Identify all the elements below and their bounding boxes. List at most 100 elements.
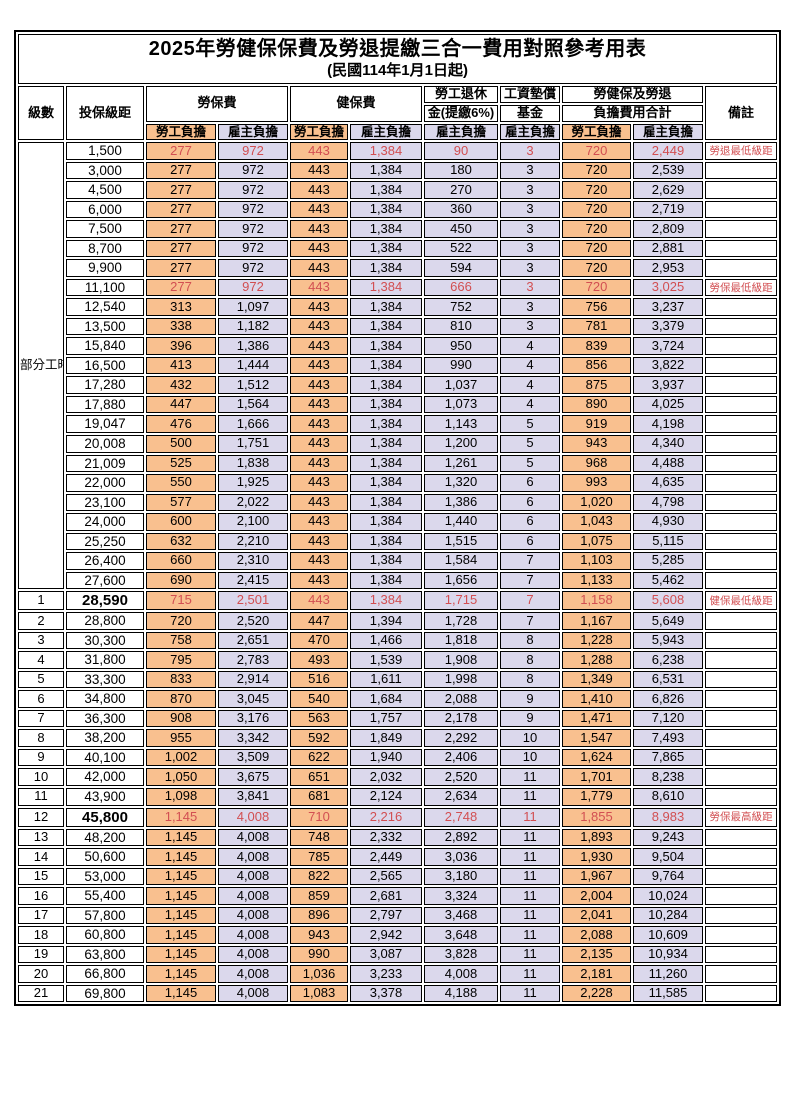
level-cell: 8 xyxy=(18,729,64,747)
table-row: 26,400 660 2,310 443 1,384 1,584 7 1,103 5,285 xyxy=(18,552,778,570)
pension-employer-cell: 1,515 xyxy=(424,532,498,551)
labor-ins-employee-cell: 1,002 xyxy=(146,748,216,767)
bracket-cell: 16,500 xyxy=(66,356,144,375)
pension-employer-cell: 360 xyxy=(424,200,498,219)
labor-ins-employee-cell: 1,145 xyxy=(146,828,216,847)
total-employer-cell: 7,120 xyxy=(633,709,703,728)
labor-ins-employee-cell: 413 xyxy=(146,356,216,375)
labor-ins-employer-cell: 2,520 xyxy=(218,612,288,630)
health-ins-employer-cell: 2,681 xyxy=(350,887,422,905)
pension-employer-cell: 180 xyxy=(424,161,498,180)
labor-ins-employer-cell: 972 xyxy=(218,239,288,258)
pension-employer-cell: 1,908 xyxy=(424,651,498,669)
labor-ins-employee-cell: 720 xyxy=(146,612,216,630)
note-cell xyxy=(705,690,778,708)
health-ins-employer-cell: 1,384 xyxy=(350,434,422,453)
health-ins-employer-cell: 2,124 xyxy=(350,788,422,806)
labor-ins-employee-cell: 833 xyxy=(146,670,216,689)
health-ins-employer-cell: 1,384 xyxy=(350,278,422,297)
table-row: 21,009 525 1,838 443 1,384 1,261 5 968 4,488 xyxy=(18,454,778,473)
labor-ins-employer-cell: 3,342 xyxy=(218,729,288,747)
health-ins-employer-cell: 1,384 xyxy=(350,474,422,492)
total-employer-cell: 11,260 xyxy=(633,965,703,983)
health-ins-employer-cell: 1,384 xyxy=(350,239,422,258)
total-employee-cell: 720 xyxy=(562,239,631,258)
total-employer-cell: 10,284 xyxy=(633,906,703,925)
wage-fund-employer-cell: 3 xyxy=(500,298,560,316)
health-ins-employee-cell: 443 xyxy=(290,552,348,570)
wage-fund-employer-cell: 5 xyxy=(500,415,560,433)
total-employer-cell: 5,608 xyxy=(633,591,703,611)
table-row: 6,000 277 972 443 1,384 360 3 720 2,719 xyxy=(18,200,778,219)
labor-ins-employer-cell: 4,008 xyxy=(218,984,288,1003)
bracket-cell: 50,600 xyxy=(66,848,144,866)
total-employee-cell: 943 xyxy=(562,434,631,453)
total-employee-cell: 919 xyxy=(562,415,631,433)
total-employer-cell: 4,930 xyxy=(633,513,703,531)
page: 2025年勞健保保費及勞退提繳三合一費用對照參考用表 (民國114年1月1日起)… xyxy=(14,30,782,1007)
total-employer-cell: 9,243 xyxy=(633,828,703,847)
total-employer-cell: 5,115 xyxy=(633,532,703,551)
pension-employer-cell: 2,748 xyxy=(424,807,498,827)
labor-ins-employer-cell: 2,783 xyxy=(218,651,288,669)
labor-ins-employee-cell: 500 xyxy=(146,434,216,453)
health-ins-employee-cell: 990 xyxy=(290,945,348,964)
bracket-cell: 19,047 xyxy=(66,415,144,433)
labor-ins-employee-cell: 1,145 xyxy=(146,926,216,944)
total-employee-cell: 875 xyxy=(562,376,631,394)
wage-fund-employer-cell: 7 xyxy=(500,552,560,570)
health-ins-employee-cell: 443 xyxy=(290,415,348,433)
health-ins-employer-cell: 3,378 xyxy=(350,984,422,1003)
bracket-cell: 53,000 xyxy=(66,867,144,886)
note-cell xyxy=(705,748,778,767)
subheader-total-employer: 雇主負擔 xyxy=(633,123,703,141)
total-employer-cell: 4,025 xyxy=(633,395,703,414)
labor-ins-employee-cell: 1,145 xyxy=(146,848,216,866)
health-ins-employer-cell: 1,849 xyxy=(350,729,422,747)
health-ins-employee-cell: 785 xyxy=(290,848,348,866)
bracket-cell: 36,300 xyxy=(66,709,144,728)
health-ins-employee-cell: 1,036 xyxy=(290,965,348,983)
level-cell: 21 xyxy=(18,984,64,1003)
wage-fund-employer-cell: 4 xyxy=(500,376,560,394)
total-employee-cell: 1,228 xyxy=(562,631,631,650)
total-employer-cell: 10,934 xyxy=(633,945,703,964)
total-employer-cell: 3,724 xyxy=(633,337,703,355)
level-cell: 13 xyxy=(18,828,64,847)
level-cell: 20 xyxy=(18,965,64,983)
total-employee-cell: 1,349 xyxy=(562,670,631,689)
wage-fund-employer-cell: 8 xyxy=(500,631,560,650)
note-cell xyxy=(705,552,778,570)
pension-employer-cell: 2,292 xyxy=(424,729,498,747)
pension-employer-cell: 2,634 xyxy=(424,788,498,806)
health-ins-employee-cell: 443 xyxy=(290,259,348,277)
total-employer-cell: 5,462 xyxy=(633,571,703,590)
table-row: 5 33,300 833 2,914 516 1,611 1,998 8 1,349 6,531 xyxy=(18,670,778,689)
bracket-cell: 24,000 xyxy=(66,513,144,531)
note-cell xyxy=(705,298,778,316)
note-cell xyxy=(705,848,778,866)
health-ins-employee-cell: 443 xyxy=(290,278,348,297)
health-ins-employer-cell: 1,757 xyxy=(350,709,422,728)
labor-ins-employer-cell: 3,841 xyxy=(218,788,288,806)
header-pension-line2: 金(提繳6%) xyxy=(424,104,498,122)
table-row: 20 66,800 1,145 4,008 1,036 3,233 4,008 11 2,181… xyxy=(18,965,778,983)
labor-ins-employee-cell: 1,145 xyxy=(146,945,216,964)
wage-fund-employer-cell: 10 xyxy=(500,748,560,767)
labor-ins-employee-cell: 1,145 xyxy=(146,807,216,827)
table-row: 13 48,200 1,145 4,008 748 2,332 2,892 11 1,893 9,… xyxy=(18,828,778,847)
health-ins-employee-cell: 651 xyxy=(290,768,348,786)
labor-ins-employee-cell: 447 xyxy=(146,395,216,414)
total-employee-cell: 2,228 xyxy=(562,984,631,1003)
table-row: 9,900 277 972 443 1,384 594 3 720 2,953 xyxy=(18,259,778,277)
note-cell xyxy=(705,926,778,944)
total-employer-cell: 6,238 xyxy=(633,651,703,669)
health-ins-employee-cell: 443 xyxy=(290,298,348,316)
labor-ins-employee-cell: 955 xyxy=(146,729,216,747)
labor-ins-employer-cell: 4,008 xyxy=(218,867,288,886)
total-employee-cell: 756 xyxy=(562,298,631,316)
note-cell xyxy=(705,984,778,1003)
labor-ins-employee-cell: 277 xyxy=(146,142,216,160)
health-ins-employer-cell: 1,384 xyxy=(350,259,422,277)
table-row: 11,100 277 972 443 1,384 666 3 720 3,025 勞保最低級距 xyxy=(18,278,778,297)
